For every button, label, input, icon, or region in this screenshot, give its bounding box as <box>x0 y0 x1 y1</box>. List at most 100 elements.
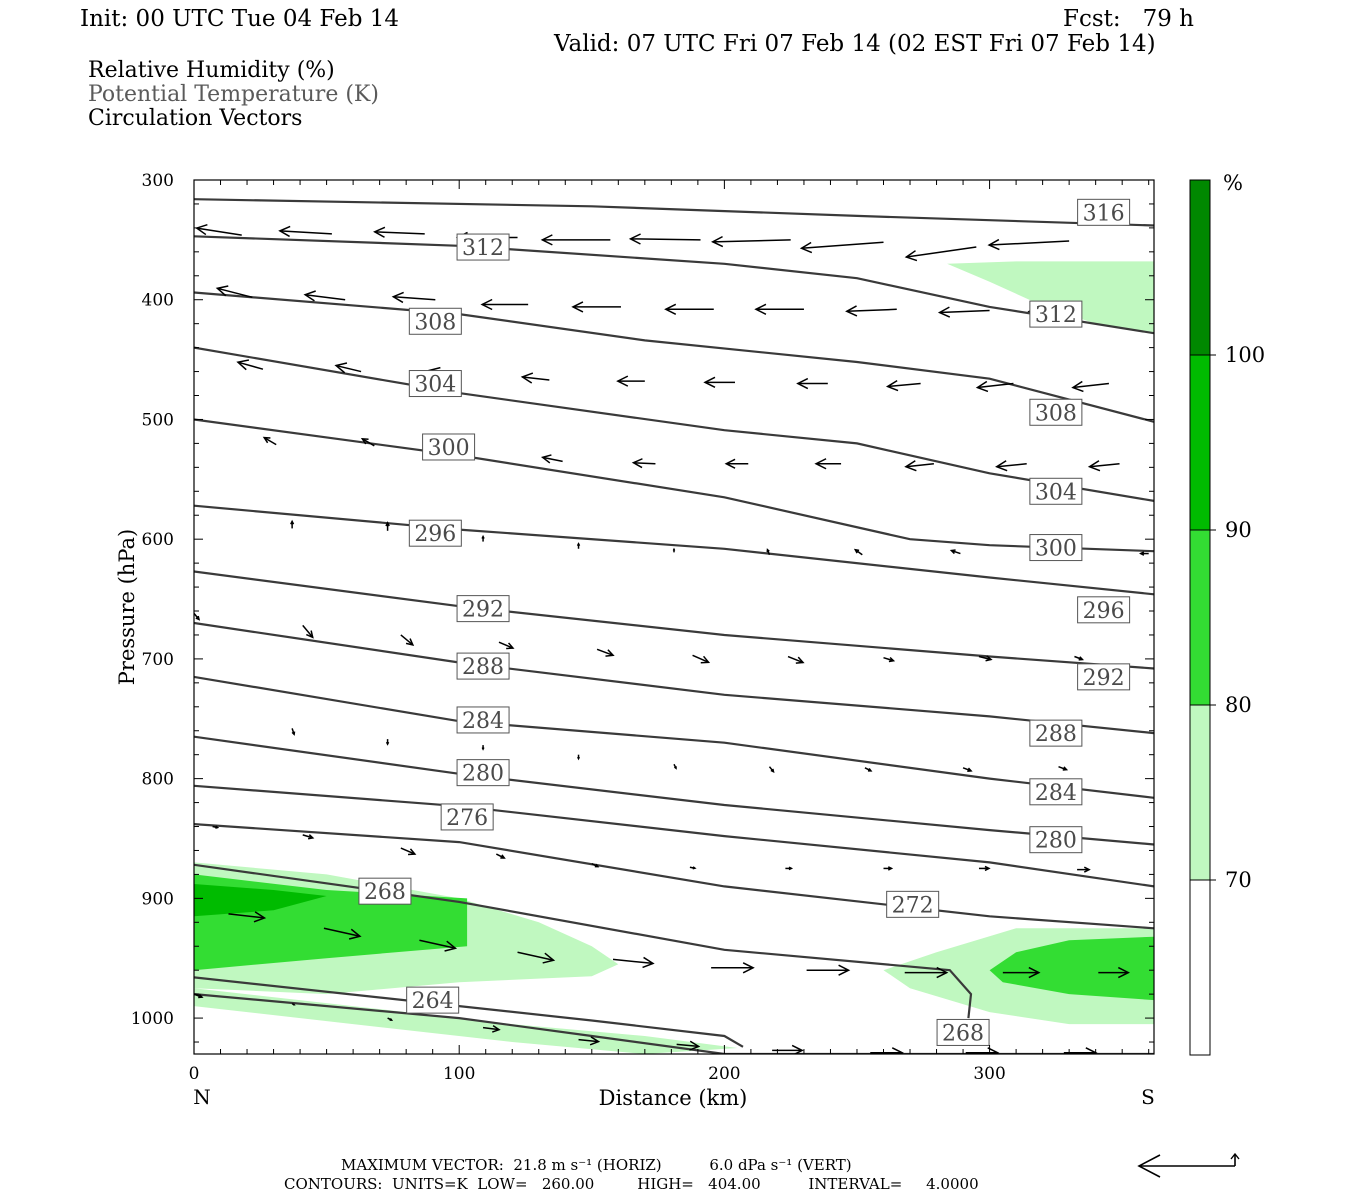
colorbar-segment <box>1190 355 1210 530</box>
vector-arrow <box>995 460 1027 472</box>
vector-arrow <box>578 1036 601 1046</box>
vector-arrow <box>864 767 873 772</box>
vector-arrow <box>754 303 804 315</box>
contour-label-text: 312 <box>462 236 504 261</box>
contour-label-text: 300 <box>428 436 470 461</box>
contour-label-text: 284 <box>1035 781 1077 806</box>
y-tick-label: 1000 <box>131 1009 174 1029</box>
x-end-label-north: N <box>193 1085 211 1109</box>
vector-arrow <box>302 624 314 639</box>
contour-label: 296 <box>408 519 462 547</box>
colorbar-label: 80 <box>1225 693 1252 717</box>
forecast-hour: Fcst: 79 h <box>1063 6 1194 32</box>
vector-arrow <box>387 1017 394 1021</box>
vector-arrow <box>391 291 436 304</box>
vector-arrow <box>853 548 863 556</box>
vector-arrow <box>1063 1047 1098 1054</box>
vector-arrow <box>596 648 615 657</box>
vector-arrow <box>724 458 749 469</box>
vector-arrow <box>664 303 714 315</box>
vector-arrow <box>385 739 390 746</box>
contour-label-text: 272 <box>892 893 934 918</box>
vector-arrow <box>278 225 332 238</box>
vector-arrow <box>577 754 581 761</box>
contour-label-text: 288 <box>1035 722 1077 747</box>
field-rh: Relative Humidity (%) <box>88 58 335 83</box>
contour-label-text: 276 <box>446 806 488 831</box>
vector-arrow <box>194 612 201 621</box>
plot-frame <box>193 179 1155 1055</box>
vector-arrow <box>195 223 242 236</box>
contour-label: 312 <box>1029 300 1083 328</box>
contour-label-text: 280 <box>1035 829 1077 854</box>
contour-label-text: 304 <box>1035 480 1077 505</box>
contour-label-text: 268 <box>942 1021 984 1046</box>
vector-arrow <box>373 226 425 238</box>
theta-contour-304 <box>194 346 1154 502</box>
vector-arrow <box>711 235 791 248</box>
vector-arrow <box>631 458 656 469</box>
contour-label: 308 <box>1029 398 1083 426</box>
circulation-vectors <box>194 223 1149 1054</box>
contour-label: 284 <box>456 706 510 734</box>
contour-label: 284 <box>1029 778 1083 806</box>
reference-vector <box>1137 1152 1240 1178</box>
contour-label: 276 <box>440 803 494 831</box>
x-axis-title: Distance (km) <box>599 1086 748 1110</box>
vector-arrow <box>711 962 755 974</box>
vector-arrow <box>962 767 973 773</box>
contour-label-text: 300 <box>1035 537 1077 562</box>
valid-time: Valid: 07 UTC Fri 07 Feb 14 (02 EST Fri … <box>554 31 1156 57</box>
x-tick-label: 300 <box>973 1064 1005 1084</box>
init-time: Init: 00 UTC Tue 04 Feb 14 <box>80 6 400 32</box>
vector-arrow <box>481 534 485 542</box>
y-tick-label: 800 <box>142 770 174 790</box>
vector-arrow <box>591 862 600 868</box>
vector-arrow <box>904 246 977 262</box>
contour-label-text: 280 <box>462 762 504 787</box>
vector-arrow <box>228 911 267 923</box>
rh-region-6 <box>194 884 327 917</box>
vector-arrow <box>796 377 828 390</box>
contour-label: 264 <box>406 986 460 1014</box>
vector-arrow <box>978 655 993 662</box>
vector-arrow <box>885 380 921 392</box>
vector-arrow <box>689 866 697 870</box>
vector-arrow <box>303 290 346 302</box>
colorbar-segment <box>1190 530 1210 705</box>
vector-arrow <box>965 1047 1000 1054</box>
vector-arrow <box>814 458 842 470</box>
vector-arrow <box>360 437 375 447</box>
vector-arrow <box>1087 460 1120 472</box>
x-end-label-south: S <box>1141 1085 1155 1109</box>
plot-border <box>193 179 1155 1055</box>
vector-arrow <box>1002 966 1041 979</box>
contour-label: 312 <box>456 233 510 261</box>
vector-arrow <box>291 728 296 736</box>
theta-contour-300 <box>194 418 1154 553</box>
y-tick-label: 500 <box>142 410 174 430</box>
contour-label-text: 292 <box>462 598 504 623</box>
colorbar: 70 80 90 100% <box>1189 171 1265 1056</box>
contour-label: 288 <box>1029 719 1083 747</box>
vector-arrow <box>323 927 362 940</box>
vector-arrow <box>291 1003 296 1006</box>
contour-label-text: 284 <box>462 709 504 734</box>
contour-label: 300 <box>422 433 476 461</box>
vector-arrow <box>400 634 415 647</box>
x-tick-label: 200 <box>708 1064 740 1084</box>
vector-arrow <box>883 656 896 663</box>
vector-arrow <box>480 298 529 311</box>
colorbar-label: 100 <box>1225 343 1265 367</box>
vector-arrow <box>215 285 253 299</box>
contours-info: CONTOURS: UNITS=K LOW= 260.00 HIGH= 404.… <box>284 1175 979 1193</box>
y-axis-title: Pressure (hPa) <box>115 529 139 685</box>
vector-arrow <box>482 1025 501 1033</box>
x-tick-label: 100 <box>443 1064 475 1084</box>
theta-contour-268 <box>194 863 973 1019</box>
contour-label: 304 <box>1029 477 1083 505</box>
vector-arrow <box>517 951 556 964</box>
theta-contour-308 <box>194 291 1154 423</box>
vector-arrow <box>419 939 458 952</box>
vector-arrow <box>799 241 884 254</box>
